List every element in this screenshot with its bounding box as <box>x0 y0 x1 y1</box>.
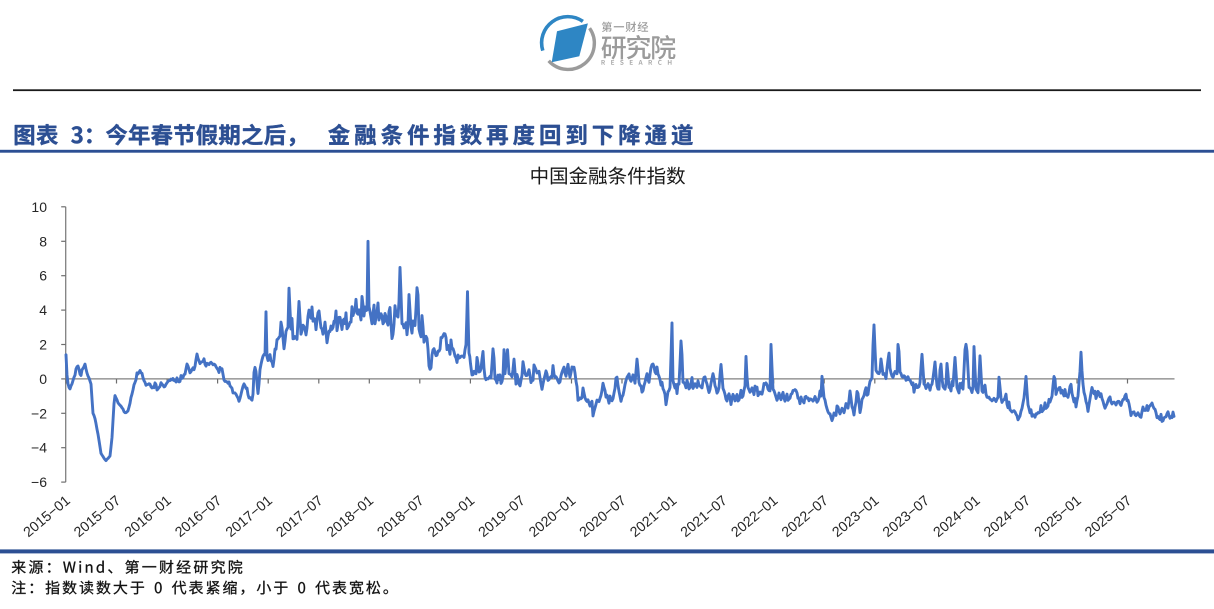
svg-text:2022−01: 2022−01 <box>728 493 781 541</box>
svg-text:2024−01: 2024−01 <box>931 493 984 541</box>
svg-text:2016−07: 2016−07 <box>172 493 225 541</box>
svg-text:8: 8 <box>39 233 47 249</box>
svg-text:2022−07: 2022−07 <box>779 493 832 541</box>
svg-text:6: 6 <box>39 268 47 284</box>
svg-text:0: 0 <box>39 371 47 387</box>
svg-text:2025−07: 2025−07 <box>1082 493 1135 541</box>
svg-text:2023−01: 2023−01 <box>829 493 882 541</box>
svg-text:2024−07: 2024−07 <box>981 493 1034 541</box>
svg-text:2020−07: 2020−07 <box>577 493 630 541</box>
svg-text:2019−07: 2019−07 <box>476 493 529 541</box>
svg-text:2015−07: 2015−07 <box>71 493 124 541</box>
svg-text:2025−01: 2025−01 <box>1032 493 1085 541</box>
svg-text:4: 4 <box>39 302 47 318</box>
svg-text:2017−01: 2017−01 <box>223 493 276 541</box>
svg-text:2018−01: 2018−01 <box>324 493 377 541</box>
svg-text:2017−07: 2017−07 <box>273 493 326 541</box>
svg-text:2018−07: 2018−07 <box>374 493 427 541</box>
svg-text:2023−07: 2023−07 <box>880 493 933 541</box>
svg-text:10: 10 <box>31 199 47 215</box>
svg-text:−6: −6 <box>31 474 47 490</box>
svg-text:2020−01: 2020−01 <box>526 493 579 541</box>
svg-text:−2: −2 <box>31 405 47 421</box>
svg-text:2021−01: 2021−01 <box>627 493 680 541</box>
svg-text:2: 2 <box>39 337 47 353</box>
svg-text:2016−01: 2016−01 <box>122 493 175 541</box>
svg-text:2019−01: 2019−01 <box>425 493 478 541</box>
svg-text:−4: −4 <box>31 440 47 456</box>
svg-text:2015−01: 2015−01 <box>21 493 74 541</box>
svg-text:2021−07: 2021−07 <box>678 493 731 541</box>
